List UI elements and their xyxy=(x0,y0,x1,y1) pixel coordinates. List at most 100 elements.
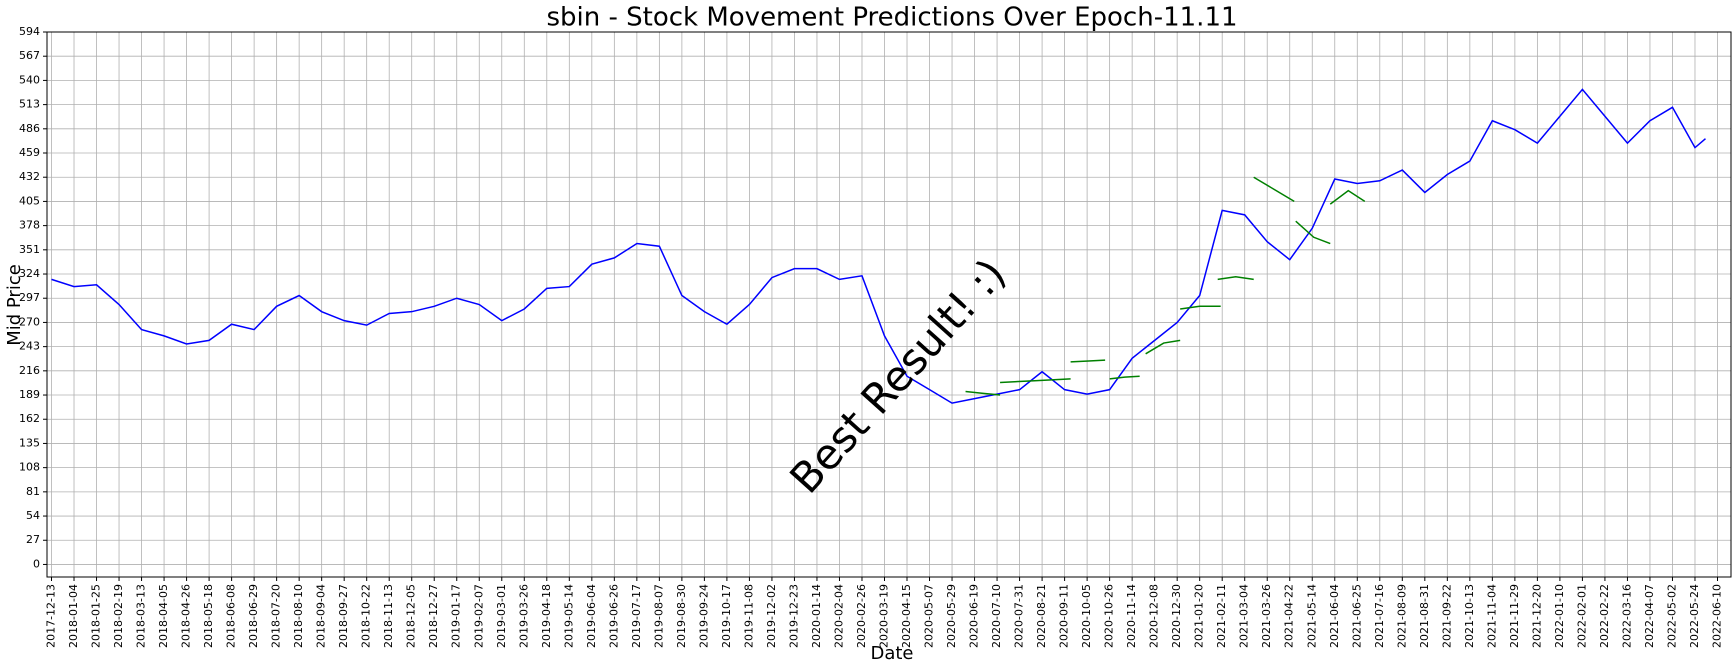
x-tick-label: 2019-10-17 xyxy=(720,584,733,648)
y-tick-label: 540 xyxy=(19,73,40,86)
y-tick-label: 27 xyxy=(26,533,40,546)
y-tick-label: 324 xyxy=(19,267,40,280)
x-tick-label: 2022-05-02 xyxy=(1665,584,1678,648)
x-tick-label: 2019-12-23 xyxy=(787,584,800,648)
y-tick-label: 486 xyxy=(19,122,40,135)
x-tick-label: 2018-12-27 xyxy=(427,584,440,648)
x-tick-label: 2020-06-19 xyxy=(968,584,981,648)
y-tick-label: 270 xyxy=(19,315,40,328)
x-tick-label: 2019-08-07 xyxy=(652,584,665,648)
line xyxy=(965,176,1366,396)
x-tick-label: 2021-04-22 xyxy=(1283,584,1296,648)
x-tick-label: 2020-08-21 xyxy=(1035,584,1048,648)
x-tick-label: 2020-04-15 xyxy=(900,584,913,648)
plot-frame xyxy=(46,31,1732,578)
y-tick-label: 405 xyxy=(19,194,40,207)
x-tick-label: 2020-03-19 xyxy=(877,584,890,648)
x-tick-label: 2021-11-29 xyxy=(1508,584,1521,648)
x-tick-label: 2021-01-20 xyxy=(1193,584,1206,648)
x-tick-label: 2017-12-13 xyxy=(45,584,58,648)
x-tick-label: 2020-01-14 xyxy=(810,584,823,648)
x-tick-label: 2019-12-02 xyxy=(765,584,778,648)
x-tick-label: 2021-05-14 xyxy=(1305,584,1318,648)
x-tick-label: 2022-05-24 xyxy=(1688,584,1701,648)
x-tick-label: 2018-09-04 xyxy=(315,584,328,648)
line xyxy=(51,88,1706,404)
x-tick-label: 2021-08-09 xyxy=(1395,584,1408,648)
y-tick-label: 459 xyxy=(19,146,40,159)
x-tick-label: 2018-04-05 xyxy=(157,584,170,648)
x-tick-label: 2021-10-13 xyxy=(1463,584,1476,648)
x-tick-label: 2022-02-22 xyxy=(1598,584,1611,648)
x-tick-label: 2021-09-22 xyxy=(1440,584,1453,648)
y-tick-label: 594 xyxy=(19,25,40,38)
annotation: Best Result! :) xyxy=(780,249,1015,502)
y-tick-label: 189 xyxy=(19,388,40,401)
x-tick-label: 2020-11-14 xyxy=(1125,584,1138,648)
x-tick-label: 2020-05-29 xyxy=(945,584,958,648)
x-tick-label: 2022-02-01 xyxy=(1575,584,1588,648)
y-tick-label: 243 xyxy=(19,340,40,353)
x-tick-label: 2019-09-24 xyxy=(697,584,710,648)
x-tick-label: 2021-08-31 xyxy=(1418,584,1431,648)
x-tick-label: 2019-03-01 xyxy=(495,584,508,648)
y-tick-label: 54 xyxy=(26,509,40,522)
x-tick-label: 2021-12-20 xyxy=(1530,584,1543,648)
x-tick-label: 2019-06-26 xyxy=(607,584,620,648)
x-tick-label: 2020-10-26 xyxy=(1103,584,1116,648)
y-tick-label: 351 xyxy=(19,243,40,256)
x-tick-label: 2018-12-05 xyxy=(405,584,418,648)
y-tick-label: 0 xyxy=(33,557,40,570)
y-tick-label: 162 xyxy=(19,412,40,425)
x-tick-label: 2019-05-14 xyxy=(562,584,575,648)
x-tick-label: 2020-12-30 xyxy=(1170,584,1183,648)
x-tick-label: 2021-06-25 xyxy=(1350,584,1363,648)
x-tick-label: 2019-02-07 xyxy=(472,584,485,648)
y-tick-label: 567 xyxy=(19,49,40,62)
x-tick-label: 2018-06-08 xyxy=(225,584,238,648)
x-tick-label: 2019-11-08 xyxy=(742,584,755,648)
x-tick-label: 2018-06-29 xyxy=(247,584,260,648)
y-tick-label: 216 xyxy=(19,364,40,377)
x-tick-label: 2019-08-30 xyxy=(675,584,688,648)
y-tick-label: 135 xyxy=(19,436,40,449)
x-tick-label: 2018-01-04 xyxy=(67,584,80,648)
x-tick-label: 2018-08-10 xyxy=(292,584,305,648)
x-tick-label: 2022-01-10 xyxy=(1553,584,1566,648)
y-tick-label: 108 xyxy=(19,461,40,474)
x-tick-label: 2020-10-05 xyxy=(1080,584,1093,648)
x-tick-label: 2021-03-04 xyxy=(1238,584,1251,648)
x-tick-label: 2018-03-13 xyxy=(135,584,148,648)
x-tick-label: 2020-07-31 xyxy=(1013,584,1026,648)
y-axis-label: Mid Price xyxy=(4,264,25,346)
x-tick-label: 2018-01-25 xyxy=(90,584,103,648)
x-tick-label: 2019-01-17 xyxy=(450,584,463,648)
x-tick-label: 2020-12-08 xyxy=(1148,584,1161,648)
x-tick-label: 2018-09-27 xyxy=(337,584,350,648)
x-tick-label: 2020-05-07 xyxy=(923,584,936,648)
x-tick-label: 2022-03-16 xyxy=(1620,584,1633,648)
x-tick-label: 2018-02-19 xyxy=(112,584,125,648)
chart-title: sbin - Stock Movement Predictions Over E… xyxy=(546,3,1237,33)
x-tick-label: 2021-06-04 xyxy=(1328,584,1341,648)
x-axis-label: Date xyxy=(870,643,913,664)
x-tick-label: 2018-11-13 xyxy=(382,584,395,648)
y-tick-label: 513 xyxy=(19,98,40,111)
x-tick-label: 2021-03-26 xyxy=(1260,584,1273,648)
x-tick-label: 2019-03-26 xyxy=(517,584,530,648)
x-tick-label: 2019-07-17 xyxy=(630,584,643,648)
x-tick-label: 2022-04-07 xyxy=(1643,584,1656,648)
x-tick-label: 2020-07-10 xyxy=(990,584,1003,648)
x-tick-label: 2020-02-26 xyxy=(855,584,868,648)
x-tick-label: 2018-10-22 xyxy=(360,584,373,648)
x-tick-label: 2018-05-18 xyxy=(202,584,215,648)
x-tick-label: 2019-06-04 xyxy=(585,584,598,648)
x-tick-label: 2019-04-18 xyxy=(540,584,553,648)
y-tick-label: 297 xyxy=(19,291,40,304)
x-tick-label: 2020-02-04 xyxy=(832,584,845,648)
x-tick-label: 2022-06-10 xyxy=(1710,584,1723,648)
x-tick-label: 2018-04-26 xyxy=(180,584,193,648)
y-tick-label: 432 xyxy=(19,170,40,183)
x-tick-label: 2021-02-11 xyxy=(1215,584,1228,648)
